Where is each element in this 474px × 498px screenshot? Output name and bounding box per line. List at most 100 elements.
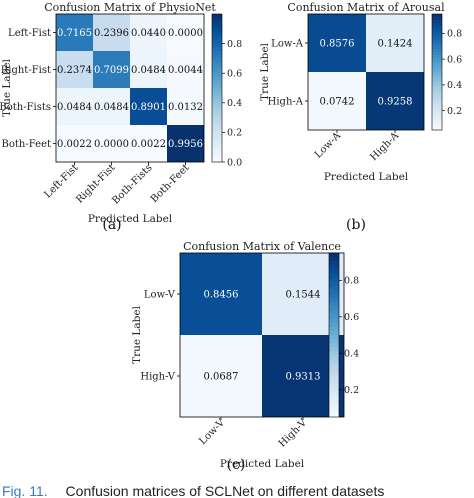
panel-label-b: (b) (346, 217, 366, 233)
matrix-cell (308, 72, 366, 130)
colorbar-segment (212, 14, 222, 19)
colorbar-segment (329, 412, 339, 418)
colorbar-segment (212, 88, 222, 93)
colorbar-segment (212, 154, 222, 159)
colorbar-segment (212, 95, 222, 100)
caption-figure-label: Fig. 11. (2, 483, 48, 498)
colorbar-segment (329, 310, 339, 316)
colorbar-segment (329, 371, 339, 377)
cell-value: 0.8576 (320, 39, 355, 50)
matrix-cell (180, 335, 262, 417)
colorbar-segment (329, 343, 339, 348)
colorbar-segment (432, 127, 442, 131)
colorbar-segment (432, 66, 442, 70)
colorbar-segment (212, 28, 222, 34)
cell-value: 0.0440 (131, 28, 166, 39)
colorbar-segment (432, 54, 442, 59)
colorbar-tick-label: 0.4 (344, 349, 359, 360)
colorbar-segment (212, 25, 222, 30)
colorbar-segment (432, 83, 442, 88)
matrix-cell (93, 88, 130, 125)
colorbar-tick-label: 0.8 (344, 276, 359, 287)
colorbar-segment (329, 298, 339, 303)
matrix-cell (308, 14, 366, 72)
colorbar-segment (212, 62, 222, 67)
colorbar-segment (329, 273, 339, 279)
colorbar-segment (432, 37, 442, 41)
colorbar-segment (212, 17, 222, 22)
y-axis-label: True Label (1, 58, 13, 117)
matrix-cell (56, 51, 93, 88)
colorbar-segment (212, 69, 222, 74)
x-axis-label: Predicted Label (220, 458, 305, 470)
colorbar-segment (212, 43, 222, 48)
colorbar-segment (212, 32, 222, 37)
colorbar-segment (212, 80, 222, 85)
cell-value: 0.0484 (57, 102, 92, 113)
colorbar-tick-label: 0.6 (227, 69, 242, 80)
colorbar-segment (329, 269, 339, 275)
colorbar-segment (432, 109, 442, 114)
colorbar-segment (212, 132, 222, 137)
colorbar-tick-label: 0.6 (447, 54, 462, 65)
colorbar-segment (329, 384, 339, 389)
colorbar-segment (212, 143, 222, 148)
colorbar-segment (432, 16, 442, 21)
colorbar-segment (329, 257, 339, 262)
x-axis-label: Predicted Label (88, 213, 173, 225)
matrix-cell (130, 125, 167, 162)
colorbar-segment (432, 45, 442, 50)
cell-value: 0.2374 (57, 65, 92, 76)
colorbar-segment (329, 396, 339, 402)
x-tick-label: Low-V (197, 417, 227, 447)
colorbar-segment (329, 335, 339, 340)
matrix-cell (167, 88, 204, 125)
colorbar-segment (432, 121, 442, 125)
cell-value: 0.9956 (168, 139, 203, 150)
colorbar-segment (432, 43, 442, 47)
matrix-cell (130, 14, 167, 51)
colorbar-segment (329, 339, 339, 344)
colorbar-segment (212, 128, 222, 133)
colorbar-segment (329, 294, 339, 299)
colorbar-frame (431, 13, 443, 131)
colorbar-tick-label: 0.2 (227, 128, 242, 139)
colorbar-segment (432, 112, 442, 117)
colorbar-segment (212, 51, 222, 56)
colorbar-segment (212, 73, 222, 78)
colorbar-segment (212, 147, 222, 152)
colorbar-segment (432, 25, 442, 30)
colorbar-segment (432, 22, 442, 27)
cell-value: 0.0044 (168, 65, 203, 76)
colorbar-segment (212, 36, 222, 41)
colorbar-tick-label: 0.4 (447, 80, 462, 91)
colorbar-tick-label: 0.2 (447, 106, 462, 117)
panel-physionet: Confusion Matrix of PhysioNet 0.7165 0.239… (0, 1, 242, 225)
caption-text: Confusion matrices of SCLNet on differen… (66, 483, 385, 498)
colorbar-segment (432, 95, 442, 99)
matrix-cell (167, 51, 204, 88)
colorbar-segment (212, 117, 222, 122)
colorbar-segment (432, 101, 442, 105)
colorbar-segment (432, 80, 442, 85)
colorbar-segment (329, 326, 339, 332)
cell-value: 0.0022 (57, 139, 92, 150)
colorbar-tick-label: 0.8 (447, 29, 462, 40)
colorbar-segment (212, 121, 222, 126)
cell-value: 0.1424 (378, 39, 413, 50)
colorbar-segment (212, 150, 222, 156)
colorbar-segment (329, 355, 339, 361)
colorbar-segment (212, 158, 222, 163)
colorbar-tick-label: 0.8 (227, 39, 242, 50)
y-axis-label: True Label (259, 42, 271, 101)
cell-value: 0.8901 (131, 102, 166, 113)
colorbar-tick-label: 0.6 (344, 312, 359, 323)
y-tick-label: Both-Fists (0, 102, 51, 113)
cell-value: 0.7099 (94, 65, 129, 76)
y-tick-label: High-A (268, 97, 304, 108)
cell-value: 0.0687 (204, 372, 239, 383)
colorbar-segment (432, 57, 442, 61)
colorbar-segment (432, 28, 442, 32)
colorbar-segment (329, 261, 339, 266)
